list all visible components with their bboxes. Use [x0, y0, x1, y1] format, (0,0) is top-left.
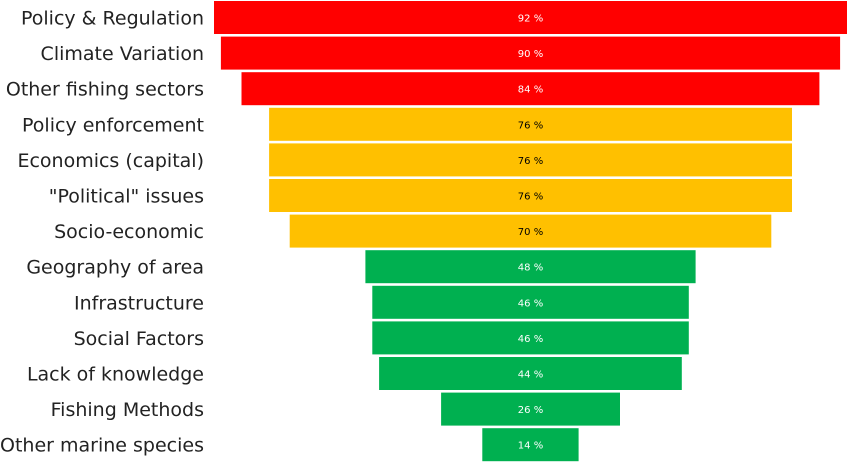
value-label: 46 % [518, 298, 543, 309]
category-label: Social Factors [74, 328, 204, 350]
category-label: Infrastructure [74, 292, 204, 314]
category-label: Climate Variation [41, 43, 204, 65]
value-label: 76 % [518, 192, 543, 203]
value-label: 46 % [518, 334, 543, 345]
bar-6 [269, 179, 793, 212]
bar-2 [220, 36, 841, 70]
value-label: 44 % [518, 370, 543, 381]
value-label: 26 % [518, 405, 543, 416]
value-labels: 92 % 90 % 84 % 76 % 76 % 76 % 70 % 48 % 46 % 46 %… [518, 14, 543, 452]
bar-12 [441, 392, 620, 426]
bar-7 [289, 214, 772, 248]
value-label: 90 % [518, 49, 543, 60]
value-label: 70 % [518, 227, 543, 238]
value-label: 92 % [518, 14, 543, 25]
bar-1 [214, 1, 847, 34]
value-label: 14 % [518, 441, 543, 452]
category-label: "Political" issues [49, 186, 204, 208]
bar-8 [365, 250, 696, 284]
category-label: Other fishing sectors [6, 79, 204, 101]
category-label: Other marine species [0, 435, 204, 457]
category-label: Economics (capital) [17, 150, 204, 172]
bar-10 [372, 321, 689, 355]
bar-9 [372, 285, 689, 319]
category-label: Fishing Methods [51, 399, 204, 421]
category-label: Socio-economic [54, 221, 204, 243]
category-label: Geography of area [26, 257, 204, 279]
value-label: 48 % [518, 263, 543, 274]
bar-3 [241, 72, 820, 106]
value-label: 84 % [518, 85, 543, 96]
bar-group [214, 1, 847, 462]
bar-11 [379, 357, 682, 390]
bar-13 [482, 428, 579, 462]
value-label: 76 % [518, 156, 543, 167]
value-label: 76 % [518, 120, 543, 131]
category-label: Policy & Regulation [21, 8, 204, 30]
category-labels: Policy & Regulation Climate Variation Othe… [0, 8, 204, 457]
category-label: Policy enforcement [22, 114, 204, 136]
bar-4 [269, 107, 793, 141]
category-label: Lack of knowledge [27, 364, 204, 386]
bar-5 [269, 143, 793, 177]
